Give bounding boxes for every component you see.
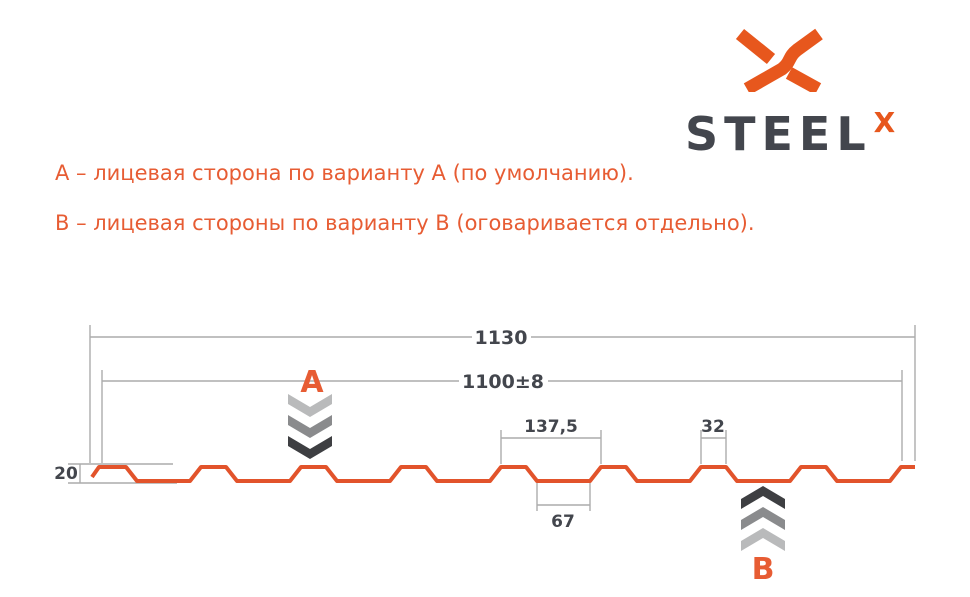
dimension-valley-width [536, 483, 591, 511]
dimension-useful-width [101, 370, 903, 463]
dim-rib-top-label: 32 [701, 417, 725, 437]
logo: STEELX [680, 18, 920, 161]
sheet-profile-outline [90, 465, 915, 483]
variant-a-label: A [300, 365, 324, 400]
logo-x-topleft-arm [735, 28, 776, 65]
dim-useful-label: 1100±8 [462, 371, 544, 393]
variant-b-label: B [752, 552, 775, 587]
note-variant-b: B – лицевая стороны по варианту B (огова… [55, 211, 755, 235]
logo-x-s-diagonal [743, 28, 823, 92]
logo-x-bottomright-arm [785, 67, 822, 92]
dim-pitch-label: 137,5 [524, 417, 578, 437]
dimension-rib-pitch [500, 430, 602, 464]
note-variant-a: A – лицевая сторона по варианту A (по ум… [55, 161, 634, 185]
logo-x-icon [735, 28, 823, 92]
logo-sup-x: X [873, 106, 896, 139]
variant-b-chevrons-icon [741, 486, 785, 551]
logo-wordmark: STEELX [685, 106, 895, 161]
dimension-total-width [89, 325, 916, 463]
dim-total-label: 1130 [475, 327, 528, 349]
variant-a-chevrons-icon [288, 394, 332, 459]
dim-height-label: 20 [54, 464, 78, 484]
logo-text: STEEL [685, 107, 872, 161]
dimension-rib-top [700, 430, 727, 464]
dim-valley-label: 67 [551, 512, 575, 532]
